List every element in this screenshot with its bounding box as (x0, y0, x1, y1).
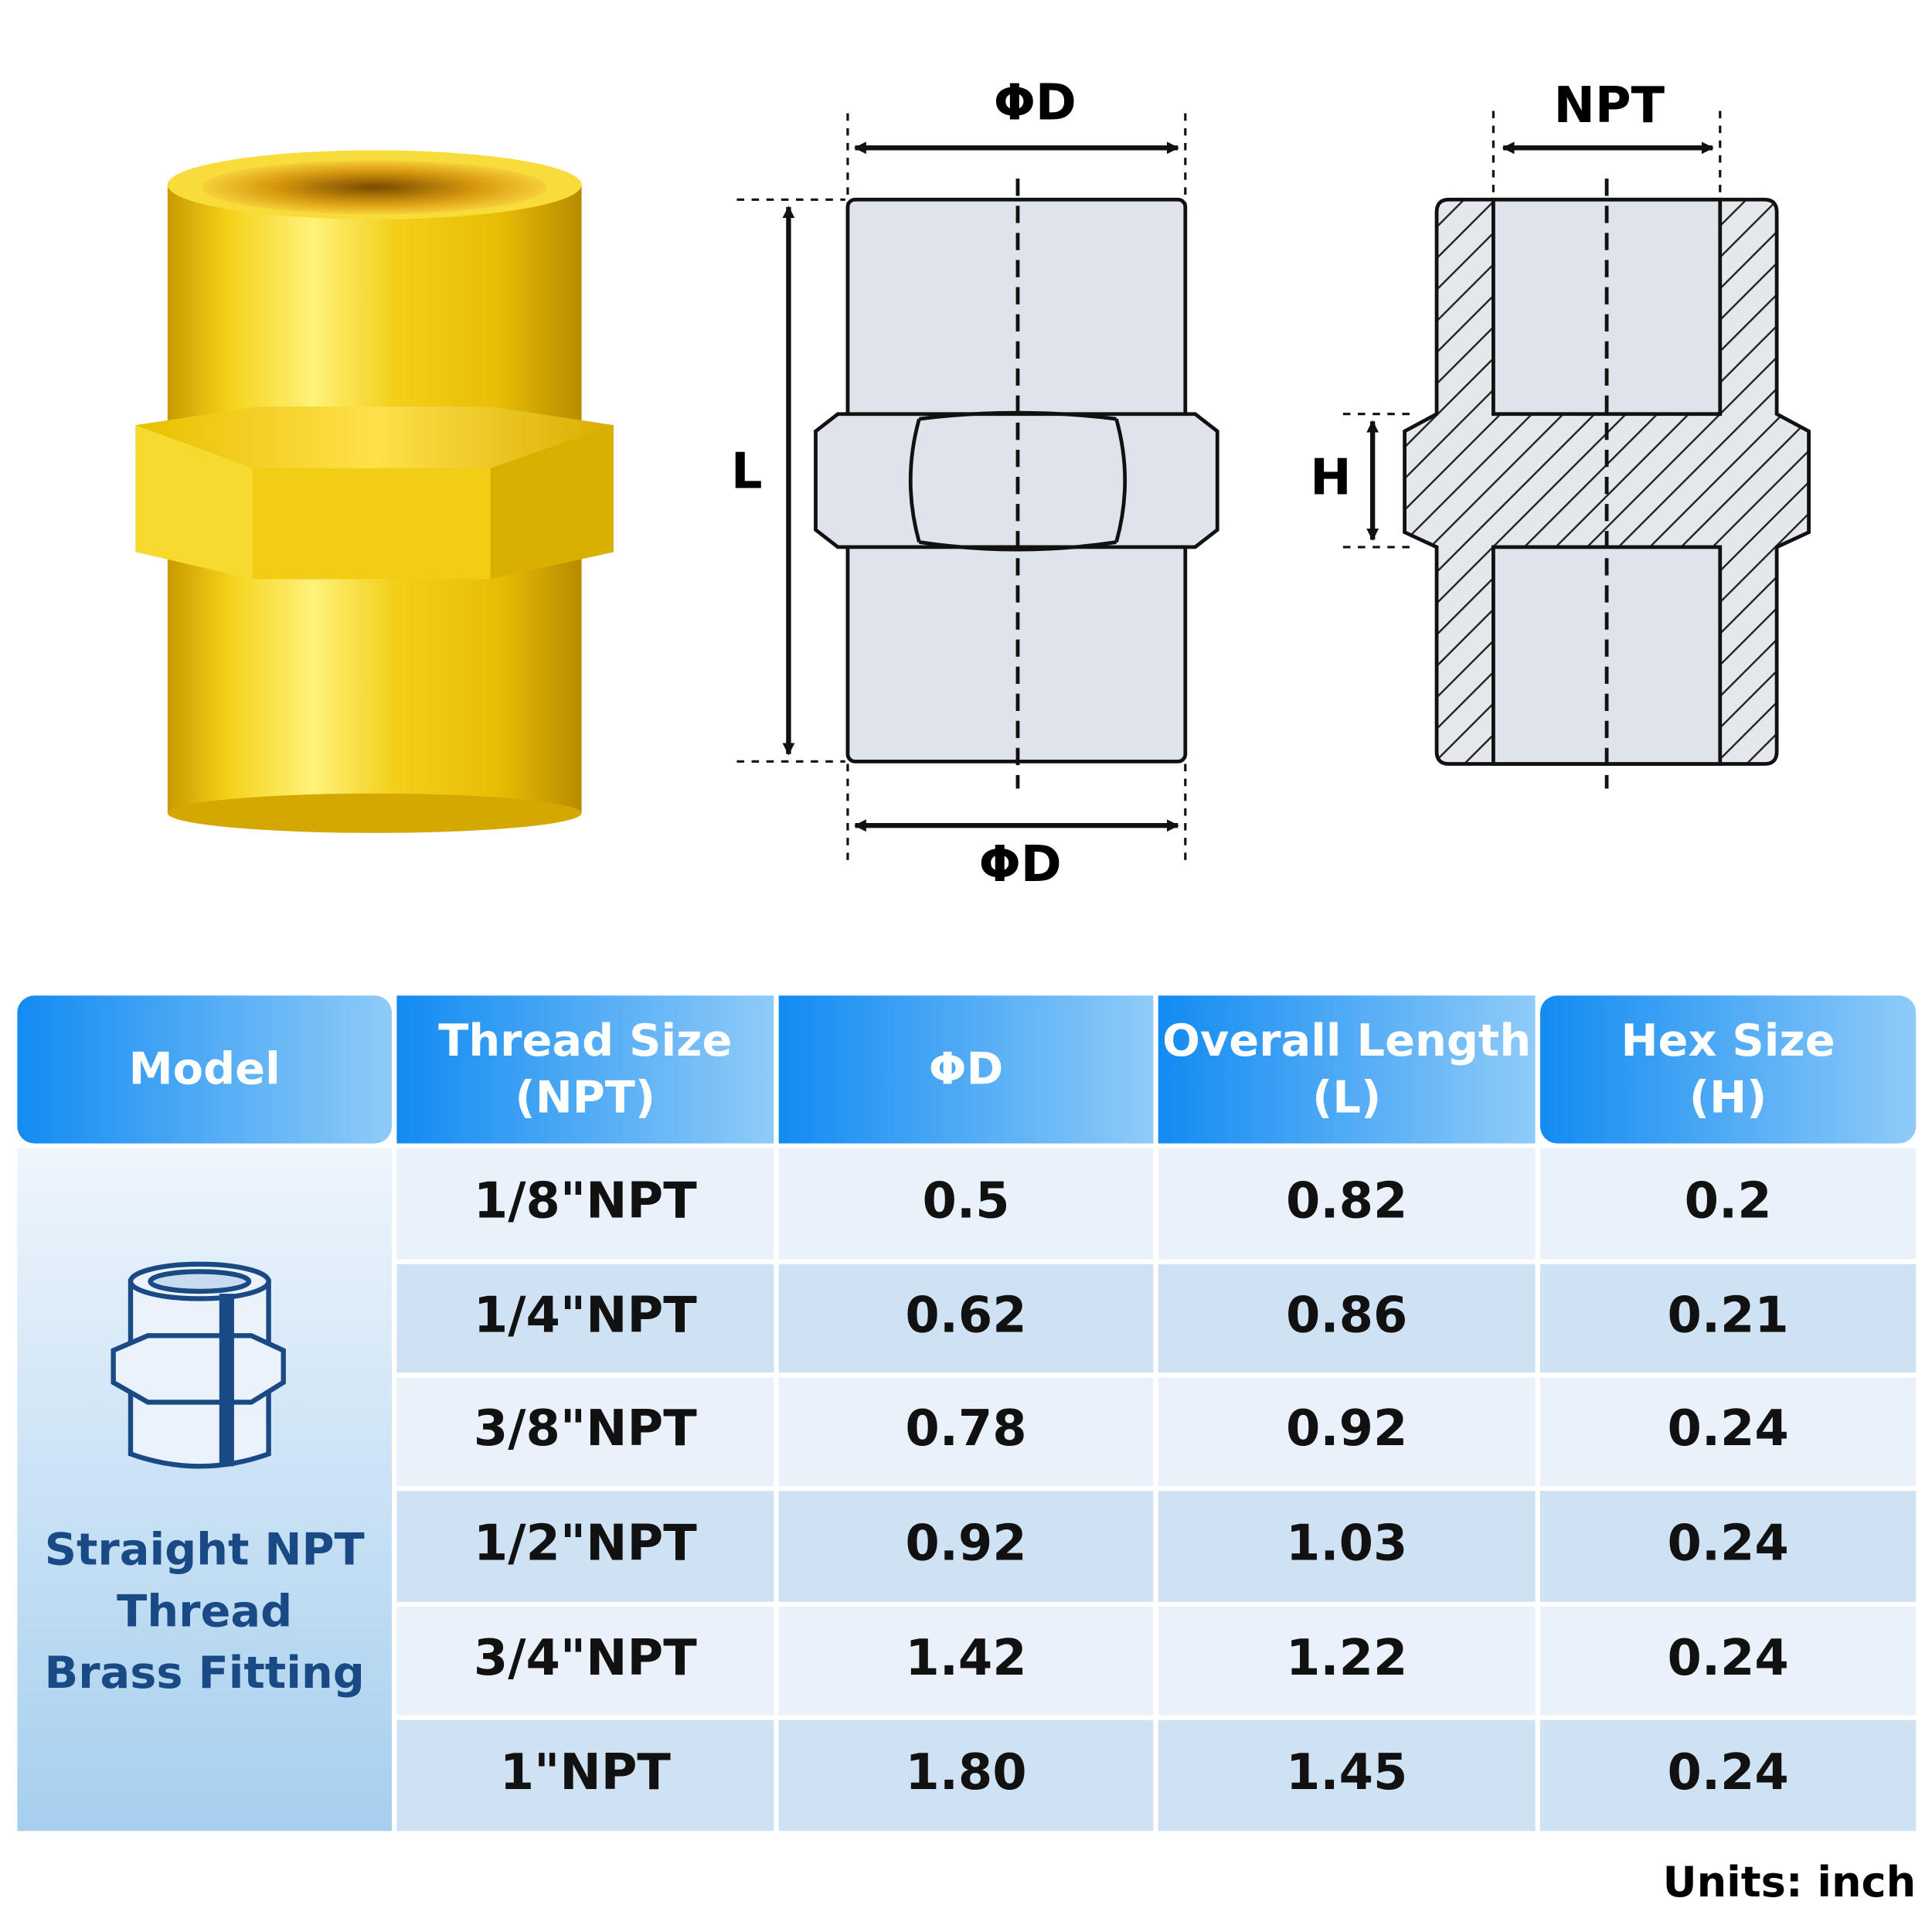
cell-text: 0.5 (923, 1172, 1010, 1230)
model-icon (111, 1261, 286, 1469)
table-cell (1158, 1377, 1536, 1486)
cell-text: 3/4"NPT (474, 1630, 697, 1687)
table-cell (1158, 1491, 1536, 1602)
dimension-label: L (731, 443, 763, 500)
table-cell (778, 1491, 1154, 1602)
model-cell (17, 1148, 393, 1832)
cell-text: 0.78 (905, 1400, 1026, 1458)
icon-bore (148, 1269, 252, 1294)
table-cell (396, 1264, 774, 1373)
header-cell (1539, 995, 1917, 1144)
cell-text: 0.24 (1667, 1400, 1788, 1458)
header-text: Thread Size (438, 1015, 732, 1066)
table-cell (1539, 1491, 1917, 1602)
table-cell (778, 1148, 1154, 1260)
front-view (736, 113, 1219, 863)
table-cell (396, 1719, 774, 1832)
table-cell (778, 1377, 1154, 1486)
cell-text: 0.82 (1286, 1172, 1407, 1230)
cell-text: 3/8"NPT (474, 1400, 697, 1458)
table-cell (396, 1377, 774, 1486)
cell-text: 1/8"NPT (474, 1172, 697, 1230)
table-cell (1539, 1148, 1917, 1260)
header-text: (H) (1689, 1071, 1767, 1123)
cell-text: 1"NPT (500, 1744, 672, 1801)
dimension-label: ΦD (979, 836, 1062, 893)
model-text: Thread (117, 1585, 292, 1637)
model-text: Straight NPT (45, 1524, 365, 1576)
cell-text: 1.42 (905, 1630, 1026, 1687)
table-cell (1158, 1148, 1536, 1260)
header-text: ΦD (929, 1043, 1003, 1095)
header-cell (1158, 995, 1536, 1144)
brass-fitting-photo (135, 150, 614, 833)
section-view (1342, 111, 1811, 789)
cell-text: 0.62 (905, 1287, 1026, 1345)
table-cell (1539, 1264, 1917, 1373)
model-text: Brass Fitting (45, 1647, 365, 1699)
table-cell (396, 1491, 774, 1602)
header-text: Model (129, 1043, 281, 1095)
dimension-label: H (1310, 449, 1351, 506)
table-cell (1539, 1719, 1917, 1832)
cell-text: 0.24 (1667, 1515, 1788, 1573)
spec-table: Model Thread Size(NPT) ΦD Overall Length(L)… (17, 995, 1917, 1832)
header-text: (NPT) (515, 1071, 656, 1123)
cell-text: 1/2"NPT (474, 1515, 697, 1573)
table-cell (778, 1264, 1154, 1373)
cell-text: 0.24 (1667, 1630, 1788, 1687)
cell-text: 1/4"NPT (474, 1287, 697, 1345)
header-text: (L) (1312, 1071, 1381, 1123)
units-note: Units: inch (1663, 1858, 1917, 1906)
cell-text: 0.92 (1286, 1400, 1407, 1458)
header-cell (396, 995, 774, 1144)
header-cell (778, 995, 1154, 1144)
cell-text: 0.21 (1667, 1287, 1788, 1345)
header-text: Overall Length (1162, 1015, 1531, 1066)
table-cell (1539, 1607, 1917, 1716)
table-cell (396, 1607, 774, 1716)
dimension-label: NPT (1553, 77, 1665, 134)
cell-text: 0.2 (1685, 1172, 1772, 1230)
cell-text: 1.45 (1286, 1744, 1407, 1801)
table-cell (1158, 1719, 1536, 1832)
table-cell (1539, 1377, 1917, 1486)
dimension-label: ΦD (994, 75, 1077, 132)
table-cell (1158, 1264, 1536, 1373)
table-cell (778, 1719, 1154, 1832)
cell-text: 0.24 (1667, 1744, 1788, 1801)
cell-text: 1.03 (1286, 1515, 1407, 1573)
table-cell (778, 1607, 1154, 1716)
cell-text: 0.92 (905, 1515, 1026, 1573)
header-text: Hex Size (1621, 1015, 1835, 1066)
cell-text: 1.80 (905, 1744, 1026, 1801)
header-cell (17, 995, 393, 1144)
icon-hex (111, 1333, 286, 1405)
table-cell (396, 1148, 774, 1260)
icon-stripe (219, 1294, 234, 1467)
cell-text: 0.86 (1286, 1287, 1407, 1345)
table-cell (1158, 1607, 1536, 1716)
cell-text: 1.22 (1286, 1630, 1407, 1687)
